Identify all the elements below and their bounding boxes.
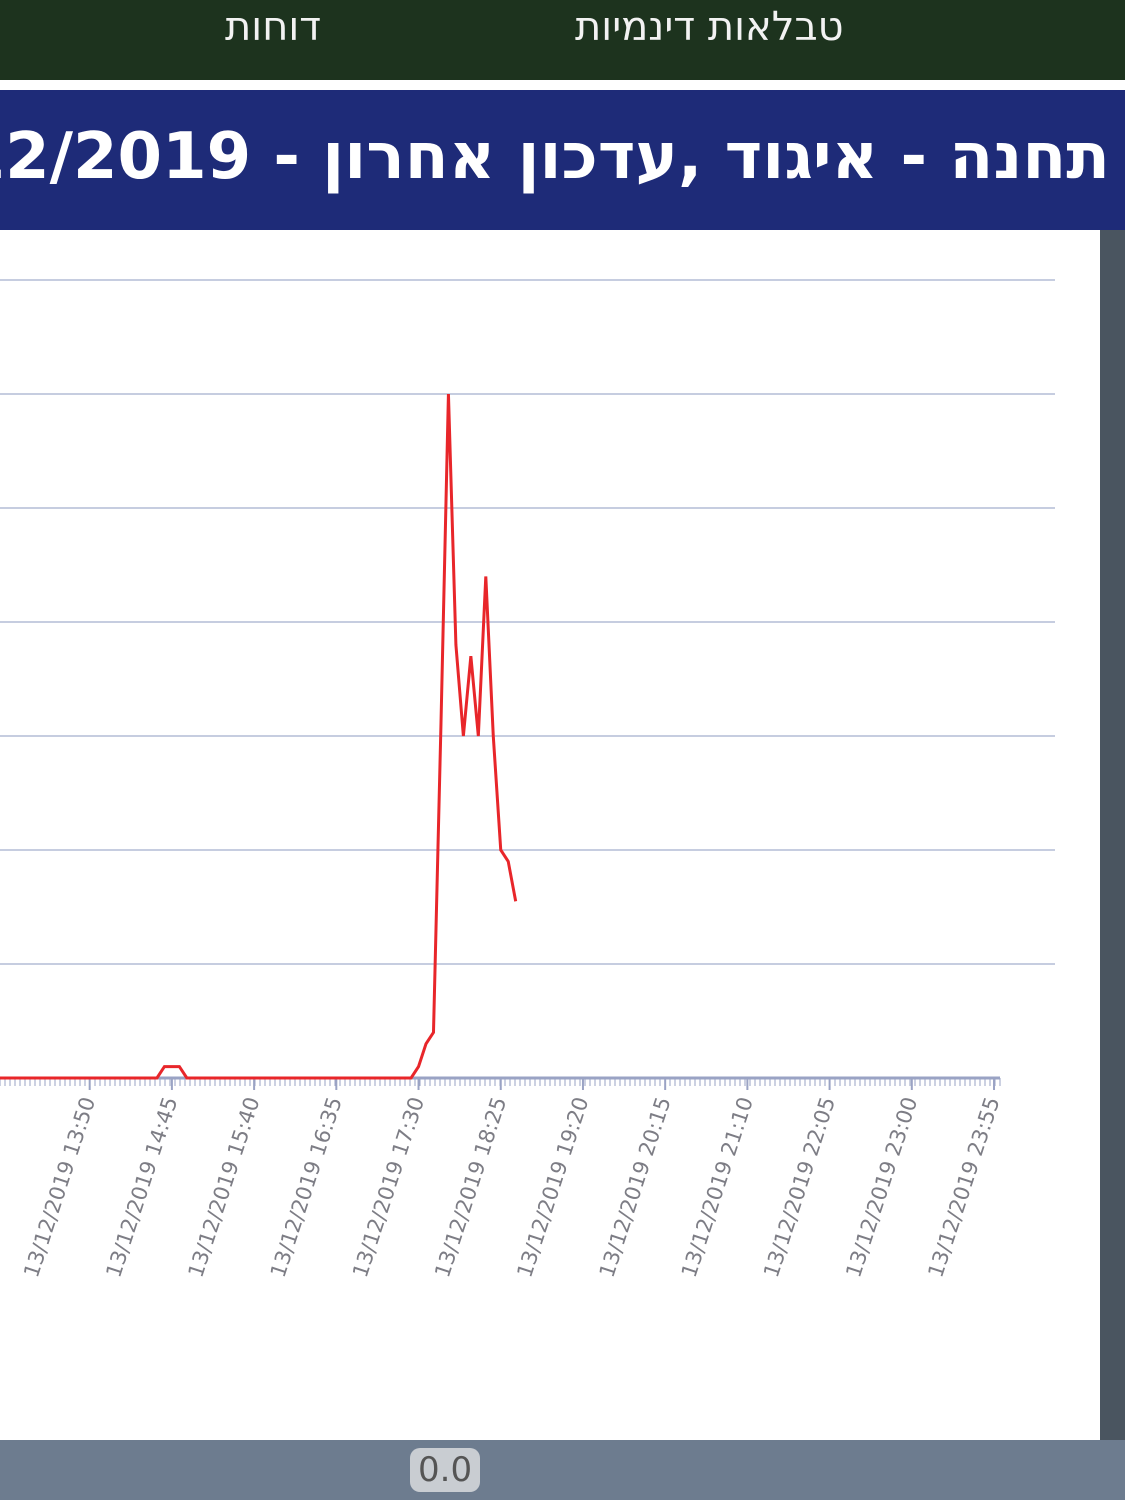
x-tick-label: 13/12/2019 21:10 [677,1094,758,1280]
nav-link[interactable]: דוחות [225,4,322,50]
x-tick-label: 13/12/2019 15:40 [184,1094,265,1280]
map-strip [0,1440,1125,1500]
nav-bar: טבלאות דינמיות דוחות [0,0,1125,80]
x-tick-label: 13/12/2019 23:55 [923,1094,1004,1280]
x-tick-label: 13/12/2019 16:35 [266,1094,347,1280]
x-tick-label: 13/12/2019 17:30 [348,1094,429,1280]
x-tick-label: 13/12/2019 14:45 [101,1094,182,1280]
x-tick-label: 13/12/2019 22:05 [759,1094,840,1280]
header-title: תחנה - איגוד ,עדכון אחרון - 13/12/2019 [0,120,1110,194]
x-tick-label: 13/12/2019 20:15 [595,1094,676,1280]
chart: 13/12/2019 13:50 13/12/2019 14:45 13/12/20… [0,279,1055,1280]
map-background [1100,230,1125,1500]
data-line [0,393,518,1080]
map-badge[interactable]: 0.0 [410,1448,481,1492]
header-bar: תחנה - איגוד ,עדכון אחרון - 13/12/2019 [0,90,1125,230]
nav-link[interactable]: טבלאות דינמיות [575,4,844,50]
x-tick-label: 13/12/2019 18:25 [430,1094,511,1280]
x-tick-label: 13/12/2019 23:00 [841,1094,922,1280]
x-tick-label: 13/12/2019 19:20 [512,1094,593,1280]
x-tick-label: 13/12/2019 13:50 [19,1094,100,1280]
